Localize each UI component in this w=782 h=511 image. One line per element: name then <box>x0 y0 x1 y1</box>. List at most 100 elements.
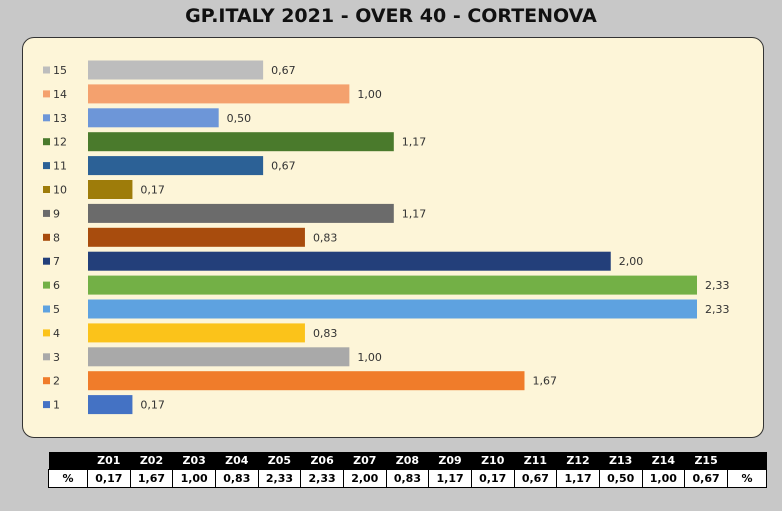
category-label: 12 <box>53 136 67 149</box>
data-label: 1,67 <box>532 375 557 388</box>
bar-group-7: 7 2,00 <box>43 251 644 271</box>
bar <box>88 60 264 80</box>
bar-group-9: 9 1,17 <box>43 203 426 223</box>
legend-swatch <box>43 209 50 217</box>
data-label: 2,33 <box>705 303 730 316</box>
table-header-cell: Z12 <box>556 452 600 470</box>
bar <box>88 108 219 128</box>
category-label: 6 <box>53 279 60 292</box>
data-label: 0,67 <box>271 64 296 77</box>
category-label: 9 <box>53 207 60 220</box>
table-header-cell: Z06 <box>300 452 344 470</box>
table-header-cell <box>48 452 88 470</box>
bar-group-10: 10 0,17 <box>43 180 165 199</box>
legend-swatch <box>43 162 50 170</box>
table-cell: 0,67 <box>513 469 558 488</box>
legend-swatch <box>43 114 50 122</box>
bar <box>88 371 525 391</box>
table-header-cell: Z02 <box>130 452 173 470</box>
data-label: 0,67 <box>271 160 296 173</box>
table-cell: 0,17 <box>87 469 131 488</box>
category-label: 5 <box>53 303 60 316</box>
legend-swatch <box>43 66 50 74</box>
table-cell: 0,67 <box>684 469 728 488</box>
table-header-cell: Z13 <box>599 452 643 470</box>
data-label: 0,50 <box>227 112 252 125</box>
table-cell: 0,50 <box>598 469 643 488</box>
category-label: 11 <box>53 160 67 173</box>
category-label: 4 <box>53 327 60 340</box>
bar <box>88 156 264 176</box>
bar-group-5: 5 2,33 <box>43 299 730 319</box>
category-label: 13 <box>53 112 67 125</box>
table-cell: 1,00 <box>641 469 686 488</box>
table-cell: 1,17 <box>428 469 472 488</box>
legend-swatch <box>43 329 50 337</box>
legend-swatch <box>43 305 50 313</box>
table-cell: 1,00 <box>172 469 216 488</box>
table-cell: 2,33 <box>257 469 302 488</box>
data-label: 1,17 <box>402 136 427 149</box>
table-cell: 1,17 <box>556 469 600 488</box>
legend-swatch <box>43 377 50 385</box>
data-label: 2,33 <box>705 279 730 292</box>
data-label: 0,17 <box>140 184 165 197</box>
table-header-cell: Z03 <box>172 452 216 470</box>
data-label: 1,00 <box>357 88 382 101</box>
table-header-cell: Z07 <box>343 452 387 470</box>
bar <box>88 347 350 367</box>
legend-swatch <box>43 257 50 265</box>
legend-swatch <box>43 233 50 241</box>
bar-group-13: 13 0,50 <box>43 108 252 128</box>
table-header-cell: Z15 <box>684 452 728 470</box>
table-cell: 0,83 <box>385 469 430 488</box>
bar <box>88 323 305 343</box>
table-header-cell: Z14 <box>642 452 685 470</box>
legend-swatch <box>43 281 50 289</box>
table-cell: 2,00 <box>342 469 387 488</box>
bar-group-14: 14 1,00 <box>43 84 382 104</box>
bar-group-1: 1 0,17 <box>43 395 165 415</box>
bar <box>88 251 611 271</box>
category-label: 8 <box>53 231 60 244</box>
legend-swatch <box>43 186 50 193</box>
table-cell: 2,33 <box>300 469 344 488</box>
table-header-cell <box>727 452 767 470</box>
chart-panel: 15 0,67 14 1,00 13 0,50 12 1,17 11 0,67 10 0,17 9 1,1… <box>22 37 764 438</box>
table-header-cell: Z01 <box>87 452 131 470</box>
data-label: 0,83 <box>313 327 338 340</box>
bar <box>88 84 350 104</box>
bar-group-6: 6 2,33 <box>43 275 730 295</box>
legend-swatch <box>43 401 50 409</box>
data-label: 0,83 <box>313 231 338 244</box>
category-label: 2 <box>53 375 60 388</box>
category-label: 3 <box>53 351 60 364</box>
legend-swatch <box>43 90 50 98</box>
bar <box>88 275 697 295</box>
table-header-cell: Z08 <box>386 452 429 470</box>
table-header-cell: Z11 <box>514 452 557 470</box>
table-cell: 1,67 <box>129 469 174 488</box>
data-label: 0,17 <box>140 399 165 412</box>
table-header-cell: Z09 <box>428 452 472 470</box>
bar <box>88 180 133 199</box>
data-label: 2,00 <box>619 255 644 268</box>
bar <box>88 299 697 319</box>
table-row-label: % <box>48 469 88 488</box>
table-header-cell: Z10 <box>471 452 515 470</box>
bar-group-4: 4 0,83 <box>43 323 338 343</box>
bar-group-12: 12 1,17 <box>43 132 427 152</box>
table-header-cell: Z05 <box>258 452 301 470</box>
bar <box>88 132 394 152</box>
table-cell: 0,17 <box>470 469 515 488</box>
category-label: 1 <box>53 399 60 412</box>
data-table: Z01 Z02 Z03 Z04 Z05 Z06 Z07 Z08 Z09 Z10 Z11 Z12 Z13 Z… <box>48 452 767 488</box>
data-label: 1,00 <box>357 351 382 364</box>
table-cell: 0,83 <box>214 469 259 488</box>
category-label: 15 <box>53 64 67 77</box>
legend-swatch <box>43 353 50 361</box>
category-label: 7 <box>53 255 60 268</box>
bar <box>88 227 305 247</box>
bar-group-8: 8 0,83 <box>43 227 338 247</box>
